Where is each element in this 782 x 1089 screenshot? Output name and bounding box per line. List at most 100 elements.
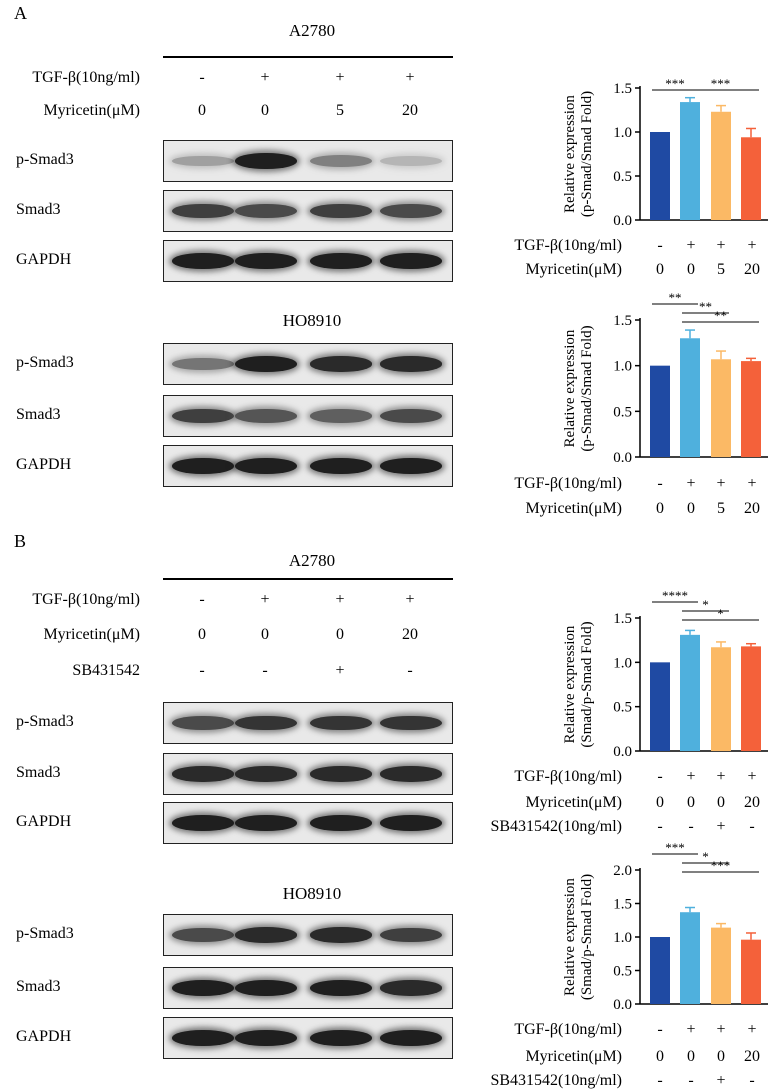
chart-condition-value: - bbox=[749, 1072, 755, 1089]
chart-condition-label: SB431542(10ng/ml) bbox=[490, 818, 622, 835]
blot-band bbox=[172, 928, 234, 942]
blot-band bbox=[310, 458, 372, 474]
blot-band bbox=[172, 766, 234, 782]
chart-condition-value: - bbox=[657, 818, 663, 835]
condition-value: - bbox=[199, 591, 205, 608]
chart-condition-value: + bbox=[686, 237, 696, 254]
y-tick-label: 0.5 bbox=[613, 700, 632, 716]
chart-condition-value: 5 bbox=[717, 261, 725, 278]
blot-band bbox=[310, 815, 372, 831]
blot-band bbox=[235, 204, 297, 218]
cell-line-title: HO8910 bbox=[282, 884, 342, 903]
blot-band bbox=[310, 980, 372, 996]
blot-band bbox=[235, 1030, 297, 1046]
chart-condition-value: + bbox=[747, 768, 757, 785]
panel-letter: A bbox=[14, 3, 27, 23]
blot-band bbox=[380, 766, 442, 782]
chart-condition-value: + bbox=[716, 475, 726, 492]
condition-value: 0 bbox=[261, 626, 269, 643]
chart-condition-value: 20 bbox=[744, 261, 760, 278]
bar bbox=[711, 111, 731, 220]
chart-condition-value: + bbox=[716, 237, 726, 254]
blot-band bbox=[310, 409, 372, 423]
blot-band bbox=[172, 408, 234, 424]
blot-label: p-Smad3 bbox=[16, 713, 74, 730]
bar bbox=[741, 361, 761, 457]
cell-line-title: A2780 bbox=[288, 21, 336, 40]
blot-band bbox=[310, 155, 372, 167]
chart-condition-value: + bbox=[716, 1072, 726, 1089]
significance-label: ** bbox=[714, 308, 727, 323]
condition-value: + bbox=[260, 69, 270, 86]
chart-condition-label: Myricetin(μM) bbox=[525, 794, 622, 811]
blot-band bbox=[310, 356, 372, 372]
chart-condition-value: 5 bbox=[717, 500, 725, 517]
blot-band bbox=[380, 927, 442, 943]
condition-value: - bbox=[262, 662, 268, 679]
blot-label: GAPDH bbox=[16, 813, 72, 830]
blot-band bbox=[235, 409, 297, 423]
western-blot-strip bbox=[163, 702, 453, 744]
condition-value: - bbox=[199, 662, 205, 679]
blot-band bbox=[310, 253, 372, 269]
bar bbox=[680, 634, 700, 751]
chart-condition-label: Myricetin(μM) bbox=[525, 261, 622, 278]
blot-label: Smad3 bbox=[16, 764, 61, 781]
chart-condition-value: - bbox=[657, 768, 663, 785]
significance-label: **** bbox=[662, 588, 688, 603]
chart-condition-value: - bbox=[657, 237, 663, 254]
condition-value: + bbox=[335, 69, 345, 86]
blot-band bbox=[235, 815, 297, 831]
blot-band bbox=[172, 155, 234, 167]
blot-band bbox=[235, 927, 297, 943]
y-tick-label: 1.5 bbox=[613, 611, 632, 627]
bar bbox=[711, 647, 731, 751]
significance-label: *** bbox=[665, 840, 685, 855]
bar bbox=[680, 338, 700, 457]
blot-band bbox=[310, 1030, 372, 1046]
chart-condition-value: + bbox=[716, 818, 726, 835]
chart-condition-value: + bbox=[686, 768, 696, 785]
chart-condition-value: 20 bbox=[744, 794, 760, 811]
condition-value: + bbox=[405, 591, 415, 608]
chart-condition-value: + bbox=[686, 1021, 696, 1038]
chart-condition-value: + bbox=[747, 475, 757, 492]
chart-condition-value: 20 bbox=[744, 1048, 760, 1065]
chart-condition-value: 0 bbox=[717, 1048, 725, 1065]
chart-condition-value: 0 bbox=[717, 794, 725, 811]
y-tick-label: 0.5 bbox=[613, 404, 632, 420]
condition-value: 20 bbox=[402, 626, 418, 643]
western-blot-strip bbox=[163, 753, 453, 795]
condition-value: + bbox=[335, 662, 345, 679]
blot-band bbox=[235, 356, 297, 372]
western-blot-strip bbox=[163, 967, 453, 1009]
blot-label: Smad3 bbox=[16, 201, 61, 218]
condition-label: Myricetin(μM) bbox=[43, 102, 140, 119]
significance-label: *** bbox=[711, 76, 731, 91]
title-rule bbox=[163, 578, 453, 580]
blot-band bbox=[310, 715, 372, 731]
blot-label: p-Smad3 bbox=[16, 925, 74, 942]
western-blot-strip bbox=[163, 343, 453, 385]
blot-band bbox=[172, 980, 234, 996]
chart-condition-value: 20 bbox=[744, 500, 760, 517]
y-axis-label: (p-Smad/Smad Fold) bbox=[579, 325, 595, 451]
y-tick-label: 2.0 bbox=[613, 863, 632, 879]
chart-condition-value: + bbox=[747, 237, 757, 254]
chart-condition-value: - bbox=[657, 1021, 663, 1038]
blot-band bbox=[172, 357, 234, 371]
chart-condition-value: 0 bbox=[656, 1048, 664, 1065]
bar bbox=[711, 927, 731, 1004]
title-rule bbox=[163, 56, 453, 58]
blot-label: p-Smad3 bbox=[16, 354, 74, 371]
cell-line-title: HO8910 bbox=[282, 311, 342, 330]
western-blot-strip bbox=[163, 445, 453, 487]
bar bbox=[741, 137, 761, 220]
chart-condition-value: + bbox=[716, 1021, 726, 1038]
condition-value: 0 bbox=[336, 626, 344, 643]
western-blot-strip bbox=[163, 1017, 453, 1059]
chart-condition-label: TGF-β(10ng/ml) bbox=[514, 475, 622, 492]
significance-label: * bbox=[702, 597, 709, 612]
